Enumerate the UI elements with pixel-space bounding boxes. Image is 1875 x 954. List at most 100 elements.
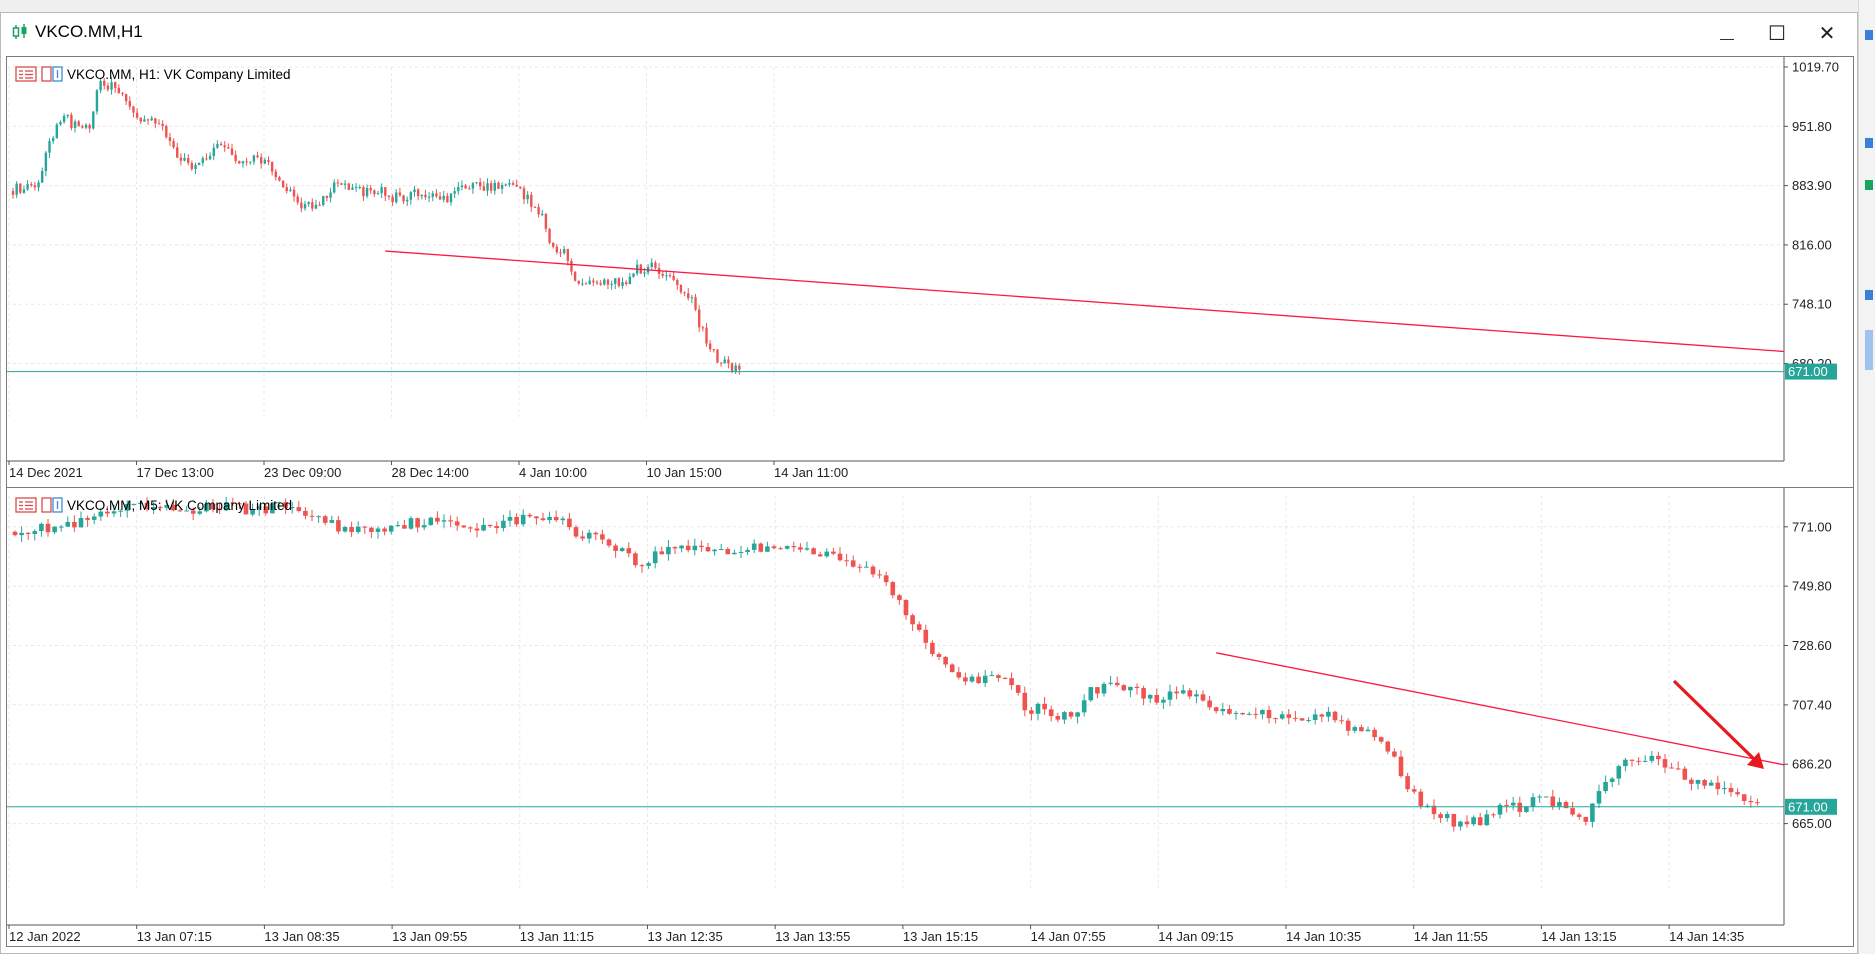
candle (177, 508, 183, 512)
candle (1128, 686, 1133, 698)
candle (1359, 724, 1364, 732)
candle-body (146, 119, 150, 121)
candle-body (619, 548, 625, 551)
candle-body (548, 228, 551, 243)
candle-body (398, 192, 402, 196)
candle-body (573, 271, 577, 281)
candle (1636, 757, 1641, 766)
list-icon[interactable] (15, 65, 37, 83)
candle (1293, 710, 1298, 722)
panel-marker (1865, 290, 1873, 300)
candle (428, 516, 434, 526)
candle (534, 516, 539, 525)
candle-body (603, 279, 606, 285)
candle (588, 276, 591, 285)
candle (982, 669, 988, 687)
candle (1695, 779, 1701, 790)
candle-body (791, 546, 797, 548)
candle-body (197, 511, 203, 514)
candle-body (1332, 711, 1338, 721)
candle-body (471, 183, 475, 189)
candle (784, 545, 790, 550)
x-tick-label: 14 Jan 14:35 (1669, 929, 1744, 944)
candle-body (1458, 821, 1463, 827)
candle-body (427, 196, 431, 198)
candle-body (58, 526, 64, 528)
h1-chart-header: VKCO.MM, H1: VK Company Limited (15, 65, 291, 83)
candle-body (1405, 776, 1410, 790)
candle-body (48, 141, 51, 153)
trendline (1216, 652, 1785, 766)
candle-body (1425, 805, 1430, 807)
candle (1194, 690, 1199, 704)
h1-chart-svg[interactable]: 1019.70951.80883.90816.00748.10680.2014 … (7, 57, 1853, 487)
candle-body (289, 507, 295, 509)
list-icon[interactable] (15, 496, 37, 514)
candle (318, 201, 321, 206)
chart-properties-icon[interactable] (41, 496, 63, 514)
m5-chart-svg[interactable]: 771.00 749.80 728.60 707.40 686.20 665.00 12 J… (7, 488, 1853, 946)
candle (526, 191, 529, 204)
candle-body (614, 278, 617, 284)
candle (402, 519, 407, 529)
candle-body (690, 297, 694, 299)
candle-body (1378, 737, 1384, 742)
candle-body (1200, 694, 1206, 701)
candle-body (1662, 759, 1668, 768)
candle (626, 542, 632, 558)
candle-body (870, 566, 876, 575)
candle (514, 513, 519, 527)
candle-body (45, 523, 51, 533)
candle-body (1583, 816, 1589, 822)
candle (197, 162, 201, 166)
candle (567, 512, 572, 531)
chart-properties-icon[interactable] (41, 65, 63, 83)
candle-body (1504, 804, 1509, 806)
candle (362, 185, 365, 201)
candle (179, 153, 183, 166)
candle-body (751, 543, 757, 550)
candle-body (283, 502, 288, 508)
candle-body (1642, 760, 1648, 762)
candle-body (84, 124, 88, 128)
minimize-button[interactable]: — (1707, 19, 1747, 47)
candle-body (1524, 806, 1529, 812)
candle-body (369, 527, 374, 532)
candle-body (1293, 717, 1298, 719)
maximize-button[interactable]: ☐ (1757, 19, 1797, 47)
candle (1464, 815, 1470, 828)
candle (1055, 712, 1061, 723)
candle-body (111, 511, 117, 514)
candle-body (388, 525, 394, 532)
close-button[interactable]: ✕ (1807, 19, 1847, 47)
h1-chart-panel[interactable]: VKCO.MM, H1: VK Company Limited 1019.70 9… (6, 56, 1854, 488)
candle-body (586, 532, 592, 539)
candle-body (177, 510, 183, 512)
candle (65, 516, 71, 527)
candle-body (581, 283, 584, 285)
candle (1596, 784, 1602, 809)
panel-marker (1865, 138, 1873, 148)
candle (88, 123, 91, 133)
candle (454, 516, 460, 531)
candle-body (573, 527, 579, 537)
m5-chart-header: VKCO.MM, M5: VK Company Limited (15, 496, 292, 514)
y-tick-label: 771.00 (1792, 519, 1832, 534)
candle (365, 184, 369, 199)
candle-body (685, 545, 691, 551)
candle-body (837, 553, 843, 561)
maximize-icon: ☐ (1768, 22, 1786, 45)
candle-body (610, 283, 613, 285)
candle (300, 197, 303, 213)
candle-body (716, 349, 719, 363)
candle-body (489, 183, 493, 191)
m5-chart-panel[interactable]: VKCO.MM, M5: VK Company Limited 771.00 74… (6, 487, 1854, 947)
candle (654, 260, 657, 270)
candle-body (105, 511, 110, 514)
candle (1491, 812, 1496, 818)
candle-body (1055, 716, 1061, 720)
candle (442, 190, 445, 203)
candle (161, 120, 164, 131)
candle (494, 521, 500, 534)
candle-body (527, 514, 533, 517)
